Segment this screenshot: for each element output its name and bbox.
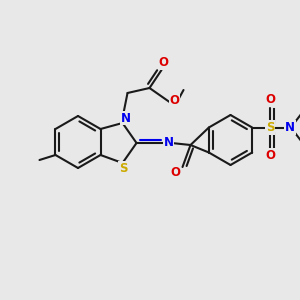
Text: O: O bbox=[169, 94, 179, 107]
Text: N: N bbox=[164, 136, 173, 149]
Text: O: O bbox=[265, 93, 275, 106]
Text: N: N bbox=[121, 112, 130, 124]
Text: O: O bbox=[265, 149, 275, 162]
Text: O: O bbox=[170, 167, 181, 179]
Text: N: N bbox=[285, 121, 295, 134]
Text: O: O bbox=[158, 56, 169, 70]
Text: S: S bbox=[266, 121, 274, 134]
Text: S: S bbox=[119, 161, 128, 175]
